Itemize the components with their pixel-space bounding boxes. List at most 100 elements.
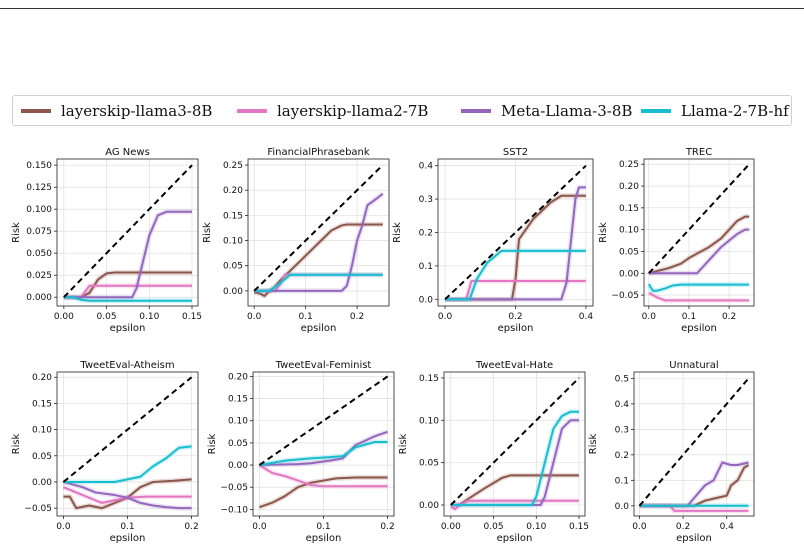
x-tick-label: 0.2	[676, 522, 690, 532]
plot-area	[638, 377, 750, 514]
legend-swatch	[21, 109, 51, 113]
y-tick-label: 0.000	[26, 293, 52, 303]
x-tick-label: 0.2	[380, 522, 394, 532]
y-tick-label: 0.25	[223, 161, 243, 171]
y-tick-label: 0.05	[223, 262, 243, 272]
x-tick-label: 0.0	[56, 522, 71, 532]
y-tick-label: 0.2	[419, 229, 433, 239]
x-axis-label: epsilon	[676, 533, 712, 544]
x-tick-label: 0.1	[682, 312, 696, 322]
x-tick-label: 0.2	[184, 522, 198, 532]
diagonal-reference-line	[63, 164, 193, 298]
y-axis-label: Risk	[11, 222, 22, 243]
y-tick-label: 0.00	[32, 478, 52, 488]
y-tick-label: 0.100	[26, 205, 52, 215]
chart-title: Unnatural	[669, 360, 718, 371]
series-line-meta-llama-3-8b	[259, 430, 388, 467]
y-tick-label: 0.10	[619, 226, 639, 236]
y-tick-label: 0.0	[419, 295, 434, 305]
legend-label: layerskip-llama2-7B	[277, 102, 429, 120]
chart-financialphrasebank: 0.0 0.1 0.2 0.00 0.05 0.10 0.15 0.20 0.25 Financi…	[202, 147, 390, 334]
x-tick-label: 0.0	[642, 312, 657, 322]
series-line-llama-2-7b-hf	[63, 296, 193, 302]
y-axis-label: Risk	[202, 222, 213, 243]
x-tick-label: 0.4	[579, 312, 594, 322]
chart-title: SST2	[503, 147, 528, 158]
series-line-meta-llama-3-8b	[639, 461, 749, 507]
x-tick-label: 0.10	[526, 522, 546, 532]
y-tick-label: 0.05	[32, 452, 52, 462]
plot-area	[646, 163, 750, 303]
chart-ag-news: 0.00 0.05 0.10 0.15 0.000 0.025 0.050 0.075 0.10…	[11, 147, 202, 334]
legend-item-llama-2-7b-hf: Llama-2-7B-hf	[641, 100, 789, 122]
chart-title: AG News	[105, 147, 150, 158]
legend-item-meta-llama-3-8b: Meta-Llama-3-8B	[461, 100, 632, 122]
chart-title: TweetEval-Atheism	[79, 360, 174, 371]
legend: layerskip-llama3-8B layerskip-llama2-7B …	[12, 95, 792, 126]
diagonal-reference-line	[258, 375, 389, 466]
y-tick-label: 0.4	[419, 162, 434, 172]
x-axis-label: epsilon	[681, 323, 717, 334]
y-tick-label: 0.5	[615, 374, 629, 384]
x-tick-label: 0.0	[632, 522, 647, 532]
y-tick-label: −0.05	[611, 291, 639, 301]
y-axis-label: Risk	[598, 222, 609, 243]
y-tick-label: 0.3	[615, 425, 629, 435]
x-tick-label: 0.1	[120, 522, 134, 532]
y-tick-label: 0.15	[228, 395, 248, 405]
series-line-layerskip-llama2-7b	[258, 464, 388, 488]
x-tick-label: 0.05	[484, 522, 504, 532]
plot-area	[253, 164, 385, 299]
legend-swatch	[237, 109, 267, 113]
series-line-llama-2-7b-hf	[450, 410, 580, 506]
x-tick-label: 0.2	[722, 312, 736, 322]
y-tick-label: 0.025	[26, 271, 52, 281]
series-line-meta-llama-3-8b	[450, 419, 580, 506]
y-tick-label: −0.05	[24, 504, 52, 514]
y-tick-label: 0.10	[419, 416, 439, 426]
y-tick-label: 0.00	[619, 269, 639, 279]
y-tick-label: 0.05	[419, 459, 439, 469]
y-tick-label: 0.4	[615, 400, 630, 410]
y-axis-label: Risk	[398, 433, 409, 454]
diagonal-reference-line	[648, 163, 750, 274]
series-line-meta-llama-3-8b	[63, 210, 193, 299]
x-tick-label: 0.2	[350, 312, 364, 322]
y-tick-label: −0.10	[220, 505, 248, 515]
y-tick-label: 0.1	[615, 476, 629, 486]
series-line-layerskip-llama2-7b	[648, 292, 750, 302]
diagonal-reference-line	[444, 164, 587, 301]
series-line-llama-2-7b-hf	[254, 273, 383, 292]
legend-item-layerskip-llama3-8b: layerskip-llama3-8B	[21, 100, 212, 122]
y-tick-label: 0.15	[419, 374, 439, 384]
series-line-meta-llama-3-8b	[648, 228, 750, 275]
x-axis-label: epsilon	[498, 323, 534, 334]
x-tick-label: 0.1	[298, 312, 312, 322]
series-line-llama-2-7b-hf	[647, 283, 750, 292]
chart-title: TREC	[685, 147, 712, 158]
legend-label: layerskip-llama3-8B	[61, 102, 213, 120]
series-line-meta-llama-3-8b	[445, 186, 586, 301]
legend-label: Llama-2-7B-hf	[681, 102, 789, 120]
chart-tweeteval-atheism: 0.0 0.1 0.2 −0.05 0.00 0.05 0.10 0.15 0.20 TweetE…	[11, 360, 199, 544]
y-tick-label: 0.2	[615, 451, 629, 461]
chart-unnatural: 0.0 0.2 0.4 0.0 0.1 0.2 0.3 0.4 0.5 Unnatural epsi…	[588, 360, 755, 544]
y-tick-label: 0.20	[228, 372, 248, 382]
y-axis-label: Risk	[11, 433, 22, 454]
x-axis-label: epsilon	[110, 533, 146, 544]
x-axis-label: epsilon	[306, 533, 342, 544]
chart-tweeteval-feminist: 0.0 0.1 0.2 −0.10 −0.05 0.00 0.05 0.10 0.15 0.20 T…	[207, 360, 395, 544]
chart-sst2: 0.0 0.2 0.4 0.0 0.1 0.2 0.3 0.4 SST2 epsilon Risk	[392, 147, 594, 334]
diagonal-reference-line	[62, 376, 193, 483]
chart-title: TweetEval-Feminist	[275, 360, 372, 371]
y-tick-label: 0.125	[26, 183, 52, 193]
legend-swatch	[461, 109, 491, 113]
plot-area	[258, 375, 389, 510]
y-tick-label: 0.10	[32, 426, 52, 436]
series-line-llama-2-7b-hf	[445, 249, 586, 301]
y-tick-label: 0.050	[26, 249, 52, 259]
chart-tweeteval-hate: 0.00 0.05 0.10 0.15 0.00 0.05 0.10 0.15 TweetEva…	[398, 360, 589, 544]
y-tick-label: 0.00	[223, 287, 243, 297]
y-tick-label: 0.075	[26, 227, 52, 237]
